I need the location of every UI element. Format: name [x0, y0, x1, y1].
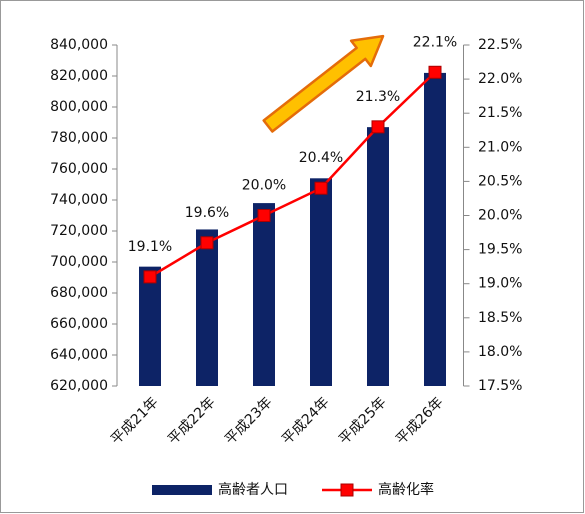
y-tick-label: 760,000 [50, 161, 108, 177]
bar [196, 229, 218, 386]
bar [253, 203, 275, 386]
y-tick-label: 720,000 [50, 223, 108, 239]
data-label: 19.1% [128, 239, 172, 255]
data-label: 20.4% [299, 150, 343, 166]
y-tick-label: 840,000 [50, 37, 108, 53]
y2-tick-label: 21.0% [478, 139, 522, 155]
marker [257, 209, 271, 222]
y2-tick-label: 20.0% [478, 208, 522, 224]
trend-arrow [262, 34, 385, 133]
y2-tick-label: 18.5% [478, 310, 522, 326]
y-tick-label: 700,000 [50, 254, 108, 270]
data-label: 20.0% [242, 178, 286, 194]
y-tick-label: 640,000 [50, 347, 108, 363]
legend-label: 高齢化率 [378, 481, 434, 498]
y-tick-label: 820,000 [50, 68, 108, 84]
y-tick-label: 660,000 [50, 316, 108, 332]
marker [143, 270, 157, 284]
line [149, 71, 436, 278]
y2-tick-label: 21.5% [478, 105, 522, 121]
bar [367, 127, 389, 387]
y-tick-label: 780,000 [50, 130, 108, 146]
y2-tick-label: 18.0% [478, 344, 522, 360]
marker [371, 120, 385, 134]
legend-label: 高齢者人口 [218, 481, 288, 498]
bar [424, 72, 446, 387]
y-tick-label: 680,000 [50, 285, 108, 301]
bar [310, 178, 332, 386]
y2-tick-label: 17.5% [478, 378, 522, 394]
data-label: 22.1% [413, 34, 457, 50]
marker [314, 181, 328, 195]
marker [428, 65, 442, 79]
marker [200, 236, 214, 250]
y2-tick-label: 22.0% [478, 71, 522, 87]
legend-swatch [152, 485, 212, 495]
data-label: 19.6% [185, 205, 229, 221]
y2-tick-label: 19.5% [478, 242, 522, 258]
y2-tick-label: 20.5% [478, 173, 522, 189]
y-tick-label: 740,000 [50, 192, 108, 208]
y-tick-label: 800,000 [50, 99, 108, 115]
bar [139, 266, 161, 386]
y2-tick-label: 19.0% [478, 276, 522, 292]
legend-marker [340, 483, 354, 497]
y-tick-label: 620,000 [50, 378, 108, 394]
y2-tick-label: 22.5% [478, 37, 522, 53]
data-label: 21.3% [356, 89, 400, 105]
